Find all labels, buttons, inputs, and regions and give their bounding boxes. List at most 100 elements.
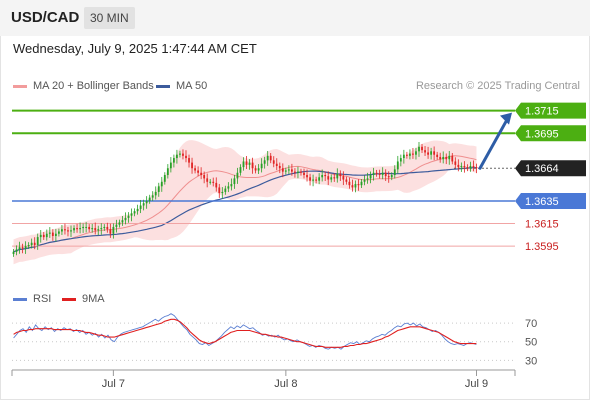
candle-body — [188, 158, 190, 163]
candle-body — [312, 179, 314, 181]
candle-body — [76, 228, 78, 230]
candle-body — [224, 188, 227, 192]
candle-body — [445, 156, 448, 160]
candle-body — [360, 181, 363, 186]
candle-body — [421, 146, 423, 151]
candle-body — [327, 176, 330, 180]
candle-body — [439, 156, 442, 160]
candle-body — [142, 203, 145, 206]
candle-body — [351, 185, 354, 188]
candle-body — [100, 228, 103, 230]
level-label-pivot: 1.3595 — [525, 241, 559, 253]
candle-body — [67, 230, 69, 232]
candle-body — [315, 179, 318, 181]
candle-body — [396, 161, 399, 170]
candle-body — [166, 168, 169, 176]
candle-body — [275, 163, 278, 166]
candle-body — [469, 165, 472, 169]
rsi-tick-label: 70 — [525, 318, 537, 330]
forecast-arrow-head — [500, 112, 512, 125]
candle-body — [369, 175, 372, 179]
candle-body — [424, 150, 426, 153]
candle-body — [427, 152, 429, 155]
candle-body — [215, 182, 218, 188]
candle-body — [103, 226, 106, 229]
candle-body — [239, 167, 242, 173]
candle-body — [73, 228, 75, 231]
candle-body — [30, 242, 33, 246]
candle-body — [42, 234, 45, 238]
candle-body — [387, 176, 390, 178]
candle-body — [112, 226, 115, 234]
candle-body — [457, 164, 460, 168]
candle-body — [390, 175, 393, 178]
candle-body — [381, 172, 384, 176]
candle-body — [454, 161, 457, 165]
candle-body — [61, 229, 63, 232]
x-axis-tick-label: Jul 9 — [465, 378, 488, 390]
candle-body — [48, 232, 51, 234]
candle-body — [45, 233, 48, 238]
bollinger-band — [13, 140, 477, 265]
candle-body — [64, 229, 66, 231]
x-axis-tick-label: Jul 8 — [274, 378, 297, 390]
legend-bollinger: MA 20 + Bollinger Bands — [13, 80, 154, 92]
candle-body — [297, 171, 299, 173]
legend-label-bollinger: MA 20 + Bollinger Bands — [33, 80, 154, 92]
candle-body — [203, 175, 206, 179]
legend-rsi-ma: 9MA — [62, 293, 105, 305]
legend-swatch-rsi — [13, 297, 27, 301]
candle-body — [169, 162, 172, 169]
candle-body — [412, 153, 414, 155]
candle-body — [363, 179, 366, 182]
candle-body — [115, 224, 118, 227]
level-box-current — [515, 160, 586, 177]
candle-body — [430, 151, 433, 155]
candle-body — [318, 177, 321, 181]
candle-body — [12, 251, 15, 255]
legend-label-ma50: MA 50 — [176, 80, 208, 92]
candle-body — [342, 176, 345, 180]
candle-body — [257, 168, 260, 171]
candle-body — [218, 187, 221, 194]
candle-body — [36, 237, 39, 245]
candle-body — [160, 181, 163, 187]
candle-body — [336, 173, 339, 179]
timeframe-badge[interactable]: 30 MIN — [84, 7, 135, 29]
candle-body — [39, 234, 42, 238]
candle-body — [118, 222, 121, 225]
legend-label-rsi: RSI — [33, 293, 52, 305]
candle-body — [127, 215, 130, 218]
forecast-arrow-shaft — [478, 118, 509, 170]
level-box-resistance — [515, 102, 586, 119]
candle-body — [300, 171, 302, 173]
candle-body — [145, 200, 148, 204]
candle-body — [139, 205, 142, 209]
candle-body — [136, 208, 139, 212]
candle-body — [85, 226, 88, 228]
candle-body — [254, 168, 257, 171]
candle-body — [209, 181, 212, 183]
candle-body — [294, 171, 296, 173]
candle-body — [375, 172, 378, 174]
candle-body — [106, 226, 109, 230]
candle-body — [415, 151, 417, 155]
candle-body — [191, 162, 193, 169]
candle-body — [121, 220, 124, 223]
symbol-title: USD/CAD — [11, 9, 80, 26]
level-box-support — [515, 192, 586, 209]
candle-body — [109, 229, 112, 234]
rsi-line — [13, 313, 477, 350]
candle-body — [163, 175, 166, 182]
level-box-resistance — [515, 125, 586, 142]
candle-body — [133, 211, 136, 214]
candle-body — [309, 177, 311, 181]
candle-body — [245, 161, 248, 165]
candle-body — [194, 168, 196, 171]
candle-body — [97, 229, 100, 231]
candle-body — [176, 154, 178, 159]
candle-body — [339, 173, 342, 177]
candle-body — [399, 158, 402, 162]
candle-body — [448, 155, 451, 160]
candle-body — [284, 170, 287, 172]
